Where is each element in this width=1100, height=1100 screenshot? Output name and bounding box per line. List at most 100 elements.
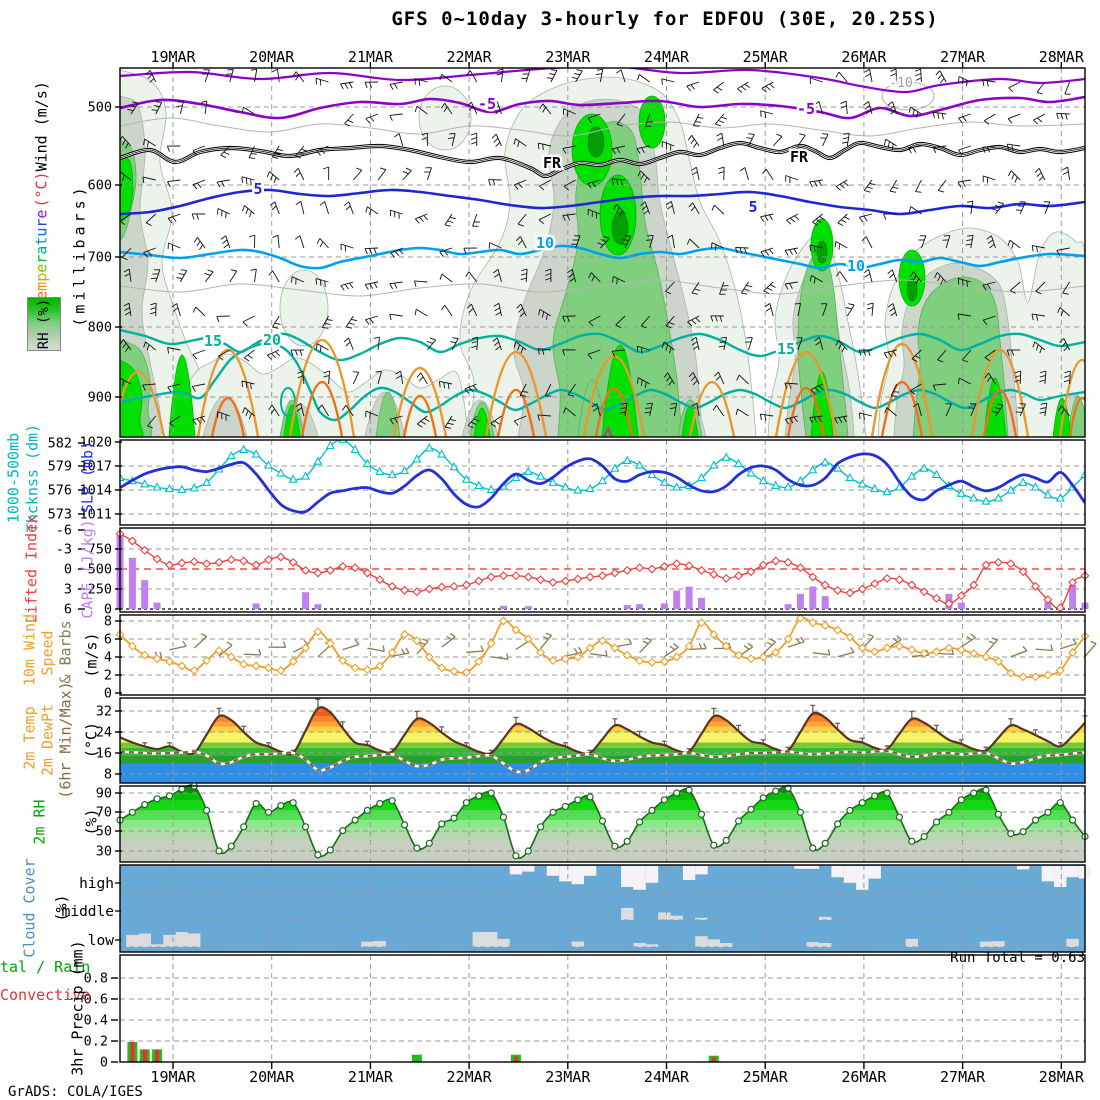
svg-text:23MAR: 23MAR [545,48,591,66]
svg-text:21MAR: 21MAR [348,48,394,66]
slp-axis-label: SLP (mb) [78,440,97,514]
wind10m-barbs [144,632,1097,660]
upper-air-frame: 500 600 700 800 900 [88,62,1086,438]
precip-axis-label: 3hr Precip (mm) [68,940,87,1076]
rh-shading-legend: RH (%) [27,297,61,351]
temperature-letter: u [32,227,51,237]
svg-text:0.6: 0.6 [84,992,108,1008]
svg-text:582: 582 [48,436,72,452]
svg-text:10: 10 [847,257,865,275]
svg-text:1014: 1014 [79,483,112,499]
svg-text:1017: 1017 [79,459,112,475]
svg-text:-6: -6 [56,523,72,539]
temperature-letter: r [32,254,51,264]
svg-text:50: 50 [96,824,112,840]
svg-text:23MAR: 23MAR [545,1068,591,1086]
svg-text:26MAR: 26MAR [841,1068,887,1086]
svg-text:25MAR: 25MAR [743,48,789,66]
svg-text:800: 800 [88,320,112,336]
wind10m-axis-label-line2: Speed [38,630,57,676]
rh-shading-dark [587,126,918,302]
precip-panel: 0.8 0.6 0.4 0.2 0 [84,954,1086,1071]
svg-text:5: 5 [253,180,262,198]
svg-text:-10: -10 [889,76,912,91]
svg-text:8: 8 [104,767,112,783]
svg-text:20: 20 [263,331,281,349]
rh-legend-label: RH (%) [36,298,52,350]
slp-thickness-panel: 1020 1017 1014 1011 582 579 576 573 [48,435,1086,526]
temperature-letter: e [32,209,51,219]
temperature-letter: r [32,218,51,228]
svg-text:-5: -5 [478,95,496,113]
svg-text:20MAR: 20MAR [249,1068,295,1086]
svg-text:6: 6 [104,632,112,648]
wind-ms-label: Wind (m/s) [32,81,51,172]
run-total-text: Run Total = 0.63 [950,950,1085,966]
svg-text:32: 32 [96,704,112,720]
svg-text:26MAR: 26MAR [841,48,887,66]
temp2m-panel: 32 24 16 8 [96,697,1088,784]
upper-air-axis-label: Temperature(°C)Wind (m/s) [32,81,51,309]
date-axis-labels: 19MAR 19MAR 20MAR 20MAR 21MAR 21MAR 22MAR 22MAR… [150,48,1084,1086]
svg-text:4: 4 [104,650,112,666]
temperature-letter: m [32,281,51,291]
minmax-bars [117,698,1088,753]
svg-text:28MAR: 28MAR [1039,1068,1085,1086]
wind10m-panel: 8 6 4 2 0 [104,614,1097,702]
svg-text:FR: FR [790,148,809,166]
dewpt-axis-label: 2m DewPt [38,703,57,777]
svg-text:high: high [79,876,114,892]
svg-text:750: 750 [88,542,112,558]
svg-text:0: 0 [104,602,112,618]
millibars-axis-label: (millibars) [70,183,89,327]
temp2m-axis-label-line1: 2m Temp [20,706,39,770]
svg-text:8: 8 [104,614,112,630]
svg-text:0: 0 [64,562,72,578]
svg-text:600: 600 [88,178,112,194]
barbs-axis-label: & Barbs [56,620,75,684]
svg-text:70: 70 [96,805,112,821]
svg-text:24MAR: 24MAR [644,48,690,66]
svg-text:90: 90 [96,786,112,802]
svg-text:0.4: 0.4 [84,1013,108,1029]
degc-unit-label: (°C) [32,171,51,208]
svg-text:25MAR: 25MAR [743,1068,789,1086]
svg-text:2: 2 [104,668,112,684]
slp-thickness-content [120,440,1085,525]
svg-text:5: 5 [748,198,757,216]
svg-text:21MAR: 21MAR [348,1068,394,1086]
convective-legend-label: Convective [0,986,91,1004]
isotherm-contours [120,68,1085,422]
svg-text:573: 573 [48,507,72,523]
svg-text:16: 16 [96,746,112,762]
slp-line [120,452,1085,514]
svg-text:900: 900 [88,390,112,406]
chart-title: GFS 0~10day 3-hourly for EDFOU (30E, 20.… [391,8,939,30]
temperature-letter: e [32,263,51,273]
cape-axis-label: CAPE (J/kg) [78,519,97,619]
svg-text:500: 500 [88,562,112,578]
svg-text:1011: 1011 [79,507,112,523]
orange-isotherm-arcs [120,339,1085,437]
temperature-letter: p [32,272,51,282]
thickness-label-line1: 1000-500mb [4,432,23,524]
svg-text:250: 250 [88,582,112,598]
grads-credit: GrADS: COLA/IGES [8,1084,143,1100]
svg-text:20MAR: 20MAR [249,48,295,66]
svg-text:0: 0 [100,1055,108,1071]
cloud-cover-panel: high middle low [62,864,1092,953]
upper-air-wind-barbs [120,68,1071,429]
upper-air-panel: -5 -5 5 5 10 10 15 15 20 FR FR -10 [120,68,1085,437]
cape-bars [116,533,1089,609]
svg-text:19MAR: 19MAR [150,48,196,66]
svg-text:0: 0 [104,686,112,702]
svg-text:27MAR: 27MAR [940,1068,986,1086]
lifted-index-axis-label: Lifted Index [22,514,41,624]
svg-text:15: 15 [777,340,795,358]
svg-text:19MAR: 19MAR [150,1068,196,1086]
svg-text:-3: -3 [56,542,72,558]
dewpoint-line [119,749,1086,773]
cape-li-panel: -6 -3 0 3 6 750 500 250 0 [56,523,1090,618]
svg-text:6: 6 [64,602,72,618]
